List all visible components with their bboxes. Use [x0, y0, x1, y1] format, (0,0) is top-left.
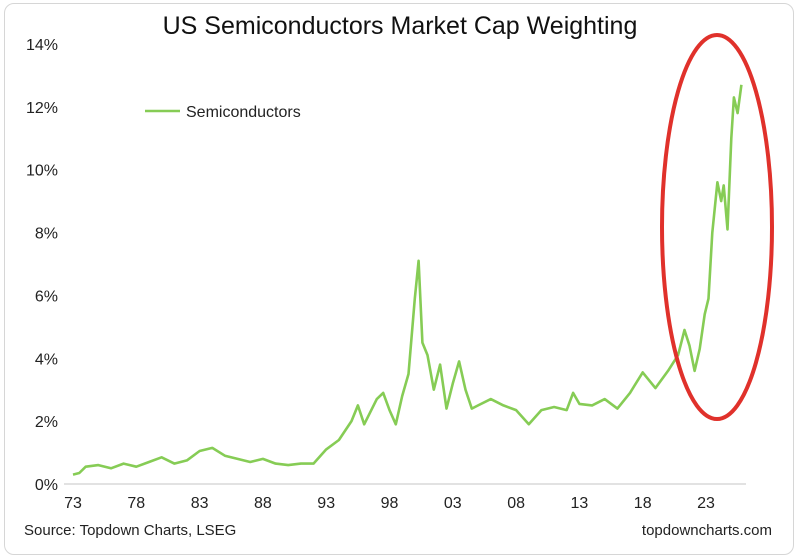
chart-title: US Semiconductors Market Cap Weighting — [162, 12, 638, 40]
x-tick-label: 23 — [697, 495, 715, 512]
x-tick-label: 13 — [571, 495, 589, 512]
x-tick-label: 88 — [254, 495, 272, 512]
highlight-ellipse — [660, 33, 774, 421]
x-tick-label: 03 — [444, 495, 462, 512]
y-tick-label: 0% — [35, 477, 58, 494]
x-tick-label: 98 — [381, 495, 399, 512]
y-tick-label: 2% — [35, 414, 58, 431]
x-tick-label: 73 — [64, 495, 82, 512]
y-tick-label: 10% — [26, 163, 58, 180]
y-tick-label: 12% — [26, 100, 58, 117]
y-tick-label: 8% — [35, 226, 58, 243]
x-tick-label: 08 — [507, 495, 525, 512]
y-tick-label: 6% — [35, 288, 58, 305]
legend-label: Semiconductors — [186, 104, 301, 121]
x-tick-label: 78 — [127, 495, 145, 512]
y-tick-label: 14% — [26, 37, 58, 54]
chart-card — [4, 3, 794, 555]
x-tick-label: 18 — [634, 495, 652, 512]
y-tick-label: 4% — [35, 351, 58, 368]
x-tick-label: 93 — [317, 495, 335, 512]
series-line-semiconductors — [72, 84, 743, 476]
brand-label: topdowncharts.com — [641, 522, 772, 539]
x-tick-label: 83 — [191, 495, 209, 512]
source-note: Source: Topdown Charts, LSEG — [24, 522, 237, 539]
